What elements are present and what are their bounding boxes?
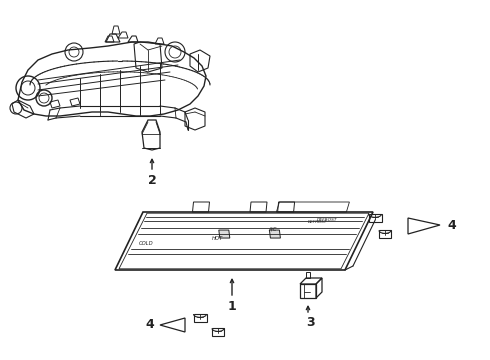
Text: COLD: COLD [139,242,153,246]
Text: 2: 2 [147,174,156,186]
Text: 4: 4 [448,219,456,231]
Text: A/C: A/C [269,227,277,232]
Polygon shape [270,230,280,238]
Text: 1: 1 [228,300,236,312]
Text: 4: 4 [146,319,154,332]
Text: HOT: HOT [212,235,223,240]
Text: DEFROST: DEFROST [317,218,337,222]
Text: DEFROST: DEFROST [308,220,327,224]
Text: 3: 3 [306,316,314,329]
Polygon shape [219,230,230,238]
